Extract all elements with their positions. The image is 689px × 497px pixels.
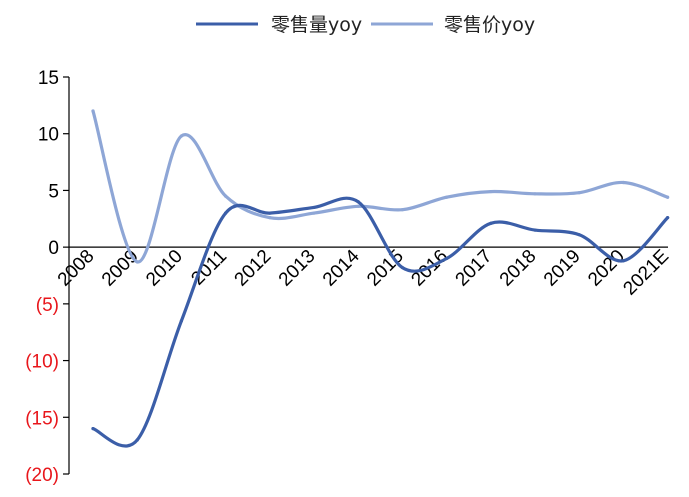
data-point	[577, 191, 581, 195]
x-tick-label: 2017	[452, 246, 497, 291]
data-point	[135, 438, 139, 442]
data-point	[179, 319, 183, 323]
data-point	[312, 205, 316, 210]
data-point	[268, 216, 272, 220]
y-tick-label: (10)	[25, 352, 59, 373]
x-tick-label: 2008	[54, 246, 99, 291]
data-point	[577, 233, 581, 237]
data-point	[400, 265, 404, 270]
x-tick-label: 2009	[98, 246, 143, 291]
x-tick-label: 2014	[319, 246, 364, 291]
data-point	[666, 195, 670, 199]
data-point	[91, 427, 95, 431]
x-tick-label: 2019	[540, 246, 585, 291]
x-tick-label: 2013	[275, 246, 320, 291]
x-tick-label: 2012	[231, 246, 276, 291]
y-tick-label: 10	[38, 125, 59, 146]
legend-label: 零售量yoy	[271, 14, 362, 36]
y-tick-label: 0	[48, 238, 59, 259]
data-point	[224, 211, 228, 215]
data-point	[312, 211, 316, 215]
x-tick-label: 2010	[142, 246, 187, 291]
data-point	[91, 109, 95, 113]
data-point	[356, 200, 360, 204]
y-tick-label: 15	[38, 68, 59, 89]
legend: 零售量yoy 零售价yoy	[196, 14, 535, 36]
legend-label: 零售价yoy	[444, 14, 535, 36]
y-tick-label: 5	[48, 181, 59, 202]
series-line-volume	[91, 196, 670, 448]
x-tick-label: 2018	[496, 246, 541, 291]
data-point	[224, 194, 228, 198]
data-point	[445, 256, 449, 261]
data-point	[135, 260, 139, 264]
data-point	[666, 216, 670, 220]
data-point	[268, 211, 272, 215]
data-point	[445, 195, 449, 199]
data-point	[533, 228, 537, 232]
data-point	[356, 204, 360, 208]
y-tick-label: (20)	[25, 465, 59, 486]
series-layer	[91, 109, 670, 448]
y-tick-label: (5)	[36, 295, 59, 316]
data-point	[621, 259, 626, 263]
data-point	[489, 189, 493, 194]
data-point	[489, 221, 493, 225]
x-tick-label: 2021E	[619, 246, 673, 300]
data-point	[621, 180, 626, 185]
series-line-price	[91, 109, 670, 264]
y-tick-label: (15)	[25, 408, 59, 429]
data-point	[400, 208, 404, 212]
data-point	[179, 134, 183, 138]
data-point	[533, 192, 537, 196]
y-axis: 15 10 5 0 (5) (10) (15) (20)	[25, 68, 70, 486]
